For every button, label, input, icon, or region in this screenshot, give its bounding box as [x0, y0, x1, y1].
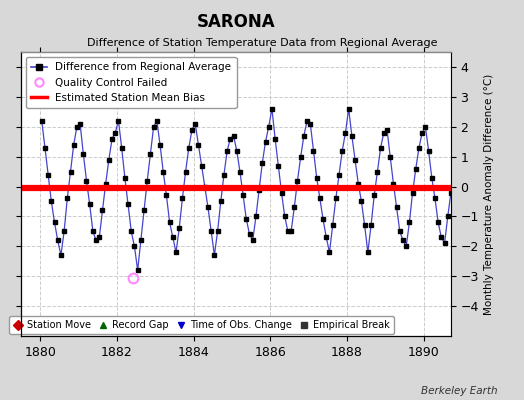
Title: SARONA: SARONA: [196, 13, 275, 31]
Text: Berkeley Earth: Berkeley Earth: [421, 386, 498, 396]
Legend: Station Move, Record Gap, Time of Obs. Change, Empirical Break: Station Move, Record Gap, Time of Obs. C…: [9, 316, 394, 334]
Y-axis label: Monthly Temperature Anomaly Difference (°C): Monthly Temperature Anomaly Difference (…: [484, 73, 494, 315]
Text: Difference of Station Temperature Data from Regional Average: Difference of Station Temperature Data f…: [87, 38, 437, 48]
